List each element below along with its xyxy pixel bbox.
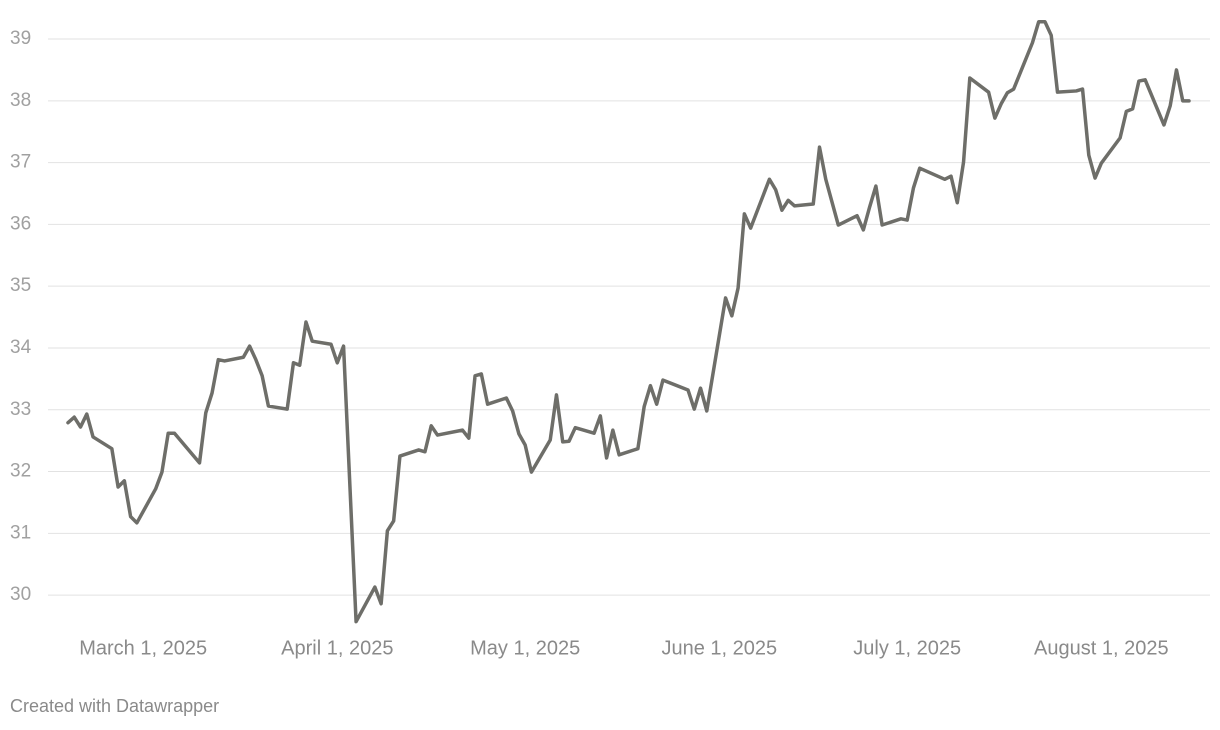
y-tick-label: 31 [10, 522, 31, 543]
footer-note: Created with Datawrapper [10, 696, 219, 716]
x-tick-label: June 1, 2025 [661, 637, 777, 659]
x-tick-label: April 1, 2025 [281, 637, 393, 659]
y-tick-label: 39 [10, 28, 31, 49]
y-tick-label: 33 [10, 399, 31, 420]
x-tick-label: July 1, 2025 [853, 637, 961, 659]
x-tick-label: August 1, 2025 [1034, 637, 1169, 659]
y-tick-label: 38 [10, 90, 31, 111]
y-tick-label: 32 [10, 461, 31, 482]
y-tick-label: 35 [10, 275, 31, 296]
y-tick-label: 34 [10, 337, 32, 358]
x-tick-label: March 1, 2025 [79, 637, 207, 659]
y-tick-label: 37 [10, 152, 31, 173]
y-tick-label: 30 [10, 584, 31, 605]
y-tick-label: 36 [10, 213, 31, 234]
data-line [66, 19, 1191, 624]
x-tick-label: May 1, 2025 [470, 637, 580, 659]
